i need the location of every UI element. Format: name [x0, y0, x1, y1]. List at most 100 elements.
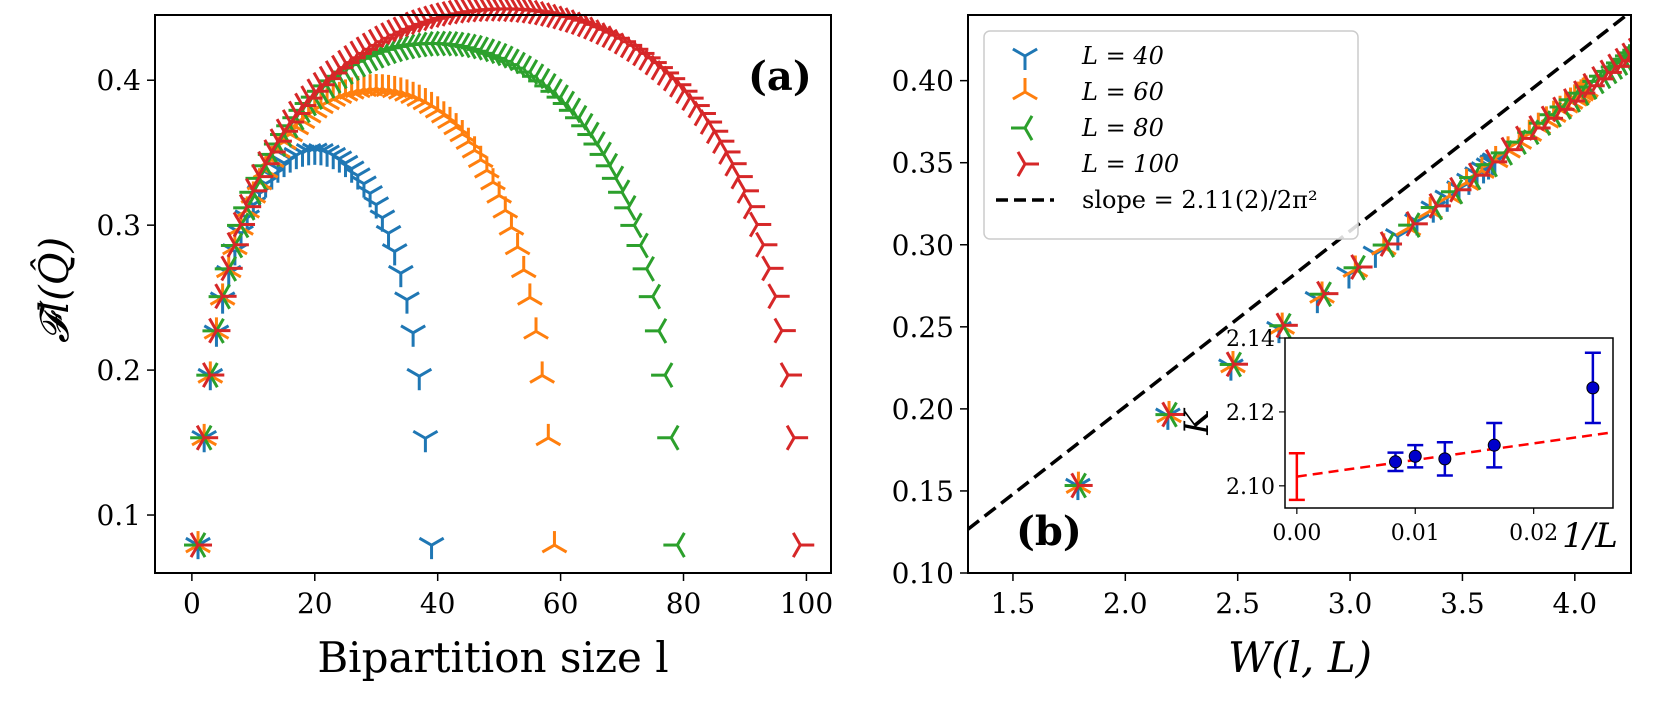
panel-a-markers: [184, 0, 815, 560]
panel-a-point-L40: [412, 429, 439, 453]
legend-entries: L = 40 L = 60 L = 80 L = 100 slope = 2.11(2)…: [996, 42, 1318, 214]
panel-a-point-L40: [363, 196, 390, 219]
panel-b-point-L100: [1591, 65, 1614, 92]
panel-b-point-L100: [1484, 149, 1508, 175]
panel-a-point-L80: [626, 232, 649, 259]
panel-a-frame: [154, 14, 832, 574]
legend-label: slope = 2.11(2)/2π²: [1082, 186, 1318, 214]
panel-b-yticks: 0.10 0.15 0.20 0.25 0.30 0.35 0.40: [892, 65, 968, 590]
panel-a-point-L100: [386, 19, 409, 45]
panel-a-point-L100: [791, 532, 815, 558]
legend-box: [983, 30, 1359, 240]
panel-a-xtick-label: 20: [297, 587, 333, 620]
panel-a-point-L100: [785, 424, 809, 451]
legend-label: L = 60: [1081, 78, 1164, 106]
panel-b-ytick-label: 0.25: [892, 311, 954, 344]
panel-a-point-L60: [529, 361, 556, 384]
panel-a-point-L80: [657, 424, 680, 451]
panel-a-point-L100: [380, 22, 403, 48]
panel-b-point-L40: [911, 600, 935, 621]
panel-a-point-L80: [632, 255, 655, 282]
panel-a-xtick-label: 60: [543, 587, 579, 620]
panel-a-point-L100: [748, 211, 772, 238]
inset-data-point: [1407, 443, 1424, 469]
panel-a-point-L60: [523, 317, 549, 340]
panel-b-ytick-label: 0.10: [892, 557, 954, 590]
panel-a-point-L100: [220, 255, 243, 282]
panel-a-point-L80: [601, 165, 625, 192]
panel-a-point-L100: [736, 177, 759, 204]
panel-a-point-L100: [189, 532, 213, 558]
panel-a-point-L40: [400, 324, 426, 347]
panel-b-point-L100: [1316, 280, 1339, 307]
panel-a-point-L80: [208, 283, 231, 310]
panel-b-xtick-label: 1.5: [991, 587, 1036, 620]
inset-extrapolated-point: [1288, 452, 1305, 502]
panel-b-point-L80: [1635, 28, 1656, 52]
panel-a-yticks: 0.1 0.2 0.3 0.4: [96, 64, 155, 532]
legend-label: L = 100: [1081, 150, 1179, 178]
panel-a-point-L80: [202, 317, 225, 344]
panel-a-point-L40: [375, 224, 402, 248]
panel-a-point-L80: [509, 55, 533, 82]
inset-data-point: [1436, 440, 1453, 477]
panel-a-point-L100: [730, 163, 753, 190]
panel-a-point-L80: [214, 255, 238, 282]
panel-b-markers: [909, 28, 1656, 621]
panel-a-point-L60: [504, 233, 531, 256]
panel-b-point-L100: [1449, 176, 1472, 203]
inset-markers: [1288, 351, 1601, 502]
panel-b-ytick-label: 0.20: [892, 393, 954, 426]
panel-b-point-L100: [1350, 254, 1373, 280]
panel-a-point-L100: [570, 9, 594, 36]
panel-a-ytick-label: 0.4: [96, 64, 141, 97]
panel-b-xtick-label: 3.0: [1328, 587, 1373, 620]
panel-a-point-L100: [755, 231, 778, 258]
panel-a-point-L100: [202, 362, 225, 388]
panel-b-point-L100: [1405, 210, 1428, 237]
panel-a-point-L100: [263, 139, 286, 165]
panel-a-point-L100: [208, 317, 231, 344]
panel-b-ytick-label: 0.15: [892, 475, 954, 508]
inset-frame: [1284, 337, 1614, 509]
panel-a-point-L80: [608, 179, 631, 206]
panel-a-point-L100: [779, 362, 802, 388]
panel-a-point-L100: [767, 283, 790, 310]
panel-a-point-L100: [269, 128, 292, 155]
panel-b-point-L80: [1622, 48, 1631, 52]
panel-b-point-L100: [1582, 72, 1605, 99]
panel-a-point-L100: [214, 283, 237, 310]
panel-b-xlabel: W(l, L): [1228, 633, 1372, 682]
legend-label: L = 80: [1081, 114, 1164, 142]
panel-b-point-L60: [911, 593, 935, 614]
panel-b-point-L80: [1634, 29, 1655, 53]
panel-a-point-L80: [196, 362, 219, 389]
panel-a-xtick-label: 0: [183, 587, 201, 620]
panel-b-legend: L = 40 L = 60 L = 80 L = 100 slope = 2.11(2)…: [983, 30, 1359, 240]
panel-a-point-L60: [369, 74, 396, 97]
inset-xtick-label: 0.00: [1272, 521, 1321, 546]
panel-a-point-L40: [381, 243, 408, 266]
panel-b-point-L100: [1161, 401, 1184, 428]
panel-b-point-L100: [1599, 59, 1622, 86]
panel-a-point-L40: [351, 175, 377, 198]
panel-b-point-L100: [1428, 193, 1451, 219]
inset-yticks: 2.10 2.12 2.14: [1226, 327, 1285, 500]
panel-a-xticks: 0 20 40 60 80 100: [183, 573, 833, 620]
panel-a-point-L100: [232, 211, 256, 238]
panel-b-point-L80: [1064, 472, 1087, 499]
panel-a-point-L60: [535, 423, 562, 447]
legend-label: L = 40: [1081, 42, 1164, 70]
panel-b-ytick-label: 0.35: [892, 147, 954, 180]
panel-a-point-L80: [614, 194, 637, 221]
panel-a-point-L60: [498, 213, 525, 236]
panel-b-point-L80: [909, 595, 930, 619]
panel-b-ytick-label: 0.30: [892, 229, 954, 262]
panel-b-point-L100: [1635, 33, 1656, 57]
panel-a-point-L100: [195, 424, 219, 451]
panel-a-point-L100: [705, 118, 729, 145]
panel-a-point-L60: [467, 145, 494, 169]
panel-b-xtick-label: 2.5: [1215, 587, 1260, 620]
panel-a-point-L100: [226, 231, 249, 258]
